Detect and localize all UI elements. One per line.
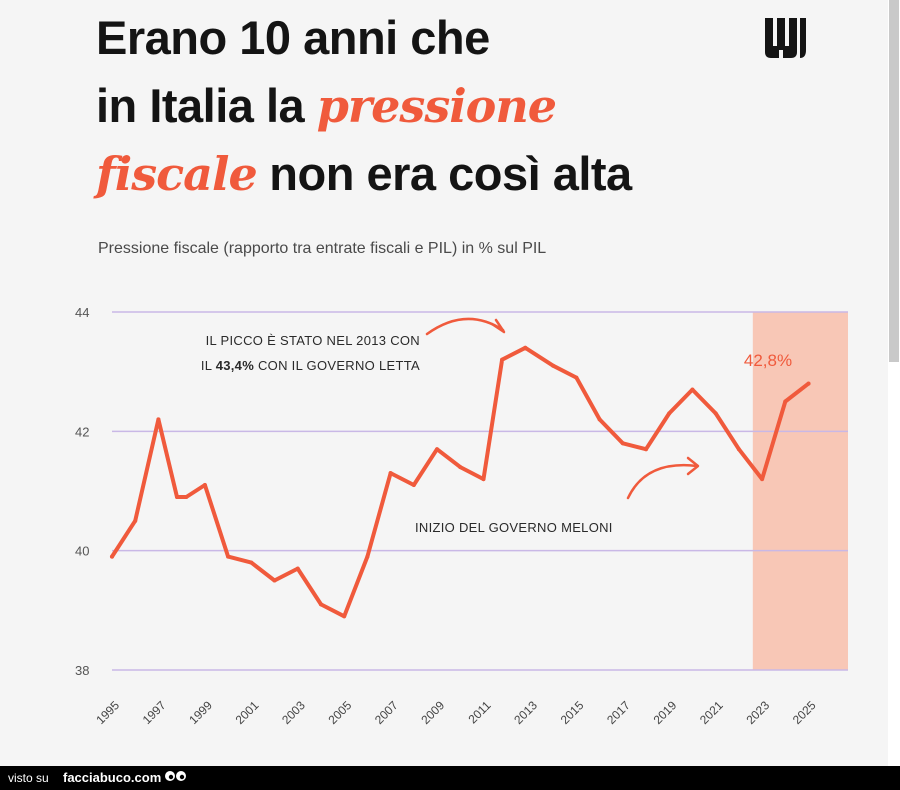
- chart-subtitle: Pressione fiscale (rapporto tra entrate …: [98, 240, 547, 257]
- arrow-to-meloni: [626, 463, 699, 500]
- data-point: [388, 471, 393, 476]
- x-tick-label: 2005: [326, 698, 355, 727]
- x-tick-label: 2015: [558, 698, 587, 727]
- annotation-meloni: INIZIO DEL GOVERNO MELONI: [415, 520, 613, 535]
- arrow-to-peak: [425, 317, 505, 336]
- y-tick-label: 38: [75, 663, 89, 678]
- data-point: [458, 465, 463, 470]
- data-point: [342, 614, 347, 619]
- y-axis-ticks: 38 40 42 44: [75, 305, 89, 678]
- data-point: [500, 357, 505, 362]
- x-tick-label: 2017: [604, 698, 633, 727]
- x-tick-label: 2003: [279, 698, 308, 727]
- series-points: [110, 345, 811, 619]
- data-point: [249, 560, 254, 565]
- series-line: [110, 345, 811, 619]
- data-point: [574, 375, 579, 380]
- data-point: [156, 417, 161, 422]
- x-tick-label: 2007: [372, 698, 401, 727]
- headline-text-1: Erano 10 anni che: [96, 11, 490, 64]
- brand-logo-icon: [765, 18, 806, 58]
- data-point: [783, 399, 788, 404]
- footer-visto-su: visto su: [8, 771, 49, 785]
- x-axis-ticks: 1995 1997 1999 2001 2003 2005 2007 2009 2011 2013…: [93, 698, 819, 727]
- x-tick-label: 2023: [743, 698, 772, 727]
- headline-text-2: in Italia la: [96, 79, 317, 132]
- headline-line-1: Erano 10 anni che: [96, 14, 490, 61]
- y-tick-label: 40: [75, 544, 89, 559]
- headline-line-3: fiscale non era così alta: [96, 150, 632, 197]
- annotation-peak-value: 43,4%: [216, 358, 255, 373]
- data-point: [110, 554, 114, 559]
- data-point: [481, 477, 486, 482]
- x-tick-label: 2013: [511, 698, 540, 727]
- data-point: [226, 554, 231, 559]
- y-tick-label: 44: [75, 305, 89, 320]
- footer-site-link[interactable]: facciabuco.com: [63, 770, 162, 785]
- x-tick-label: 1999: [186, 698, 215, 727]
- data-point: [644, 447, 649, 452]
- line-chart: 38 40 42 44 1995 1997 1999 2001 2003 2005 2007 200…: [75, 305, 848, 727]
- headline-text-3: non era così alta: [256, 147, 632, 200]
- eyes-icon: [165, 771, 186, 781]
- data-point: [551, 363, 556, 368]
- footer-bar: visto su facciabuco.com: [0, 766, 900, 790]
- data-point: [175, 494, 180, 499]
- data-point: [690, 387, 695, 392]
- data-point: [184, 494, 189, 499]
- data-point: [318, 602, 323, 607]
- x-tick-label: 2001: [233, 698, 262, 727]
- headline-line-2: in Italia la pressione: [96, 79, 557, 132]
- scrollbar-track[interactable]: [888, 0, 900, 766]
- x-tick-label: 2021: [697, 698, 726, 727]
- infographic-card: Erano 10 anni che in Italia la pressione…: [75, 14, 848, 728]
- annotation-peak-line-2: IL 43,4% CON IL GOVERNO LETTA: [201, 358, 420, 373]
- scrollbar-thumb[interactable]: [889, 0, 899, 362]
- data-point: [133, 518, 138, 523]
- data-point: [760, 477, 765, 482]
- data-point: [202, 483, 207, 488]
- annotation-peak-suffix: CON IL GOVERNO LETTA: [254, 358, 420, 373]
- data-point: [523, 345, 528, 350]
- data-point: [806, 381, 811, 386]
- headline-accent-pressione: pressione: [316, 79, 557, 133]
- data-point: [713, 411, 718, 416]
- data-point: [736, 447, 741, 452]
- annotation-peak-line-1: IL PICCO È STATO NEL 2013 CON: [206, 333, 420, 348]
- x-tick-label: 1997: [140, 698, 169, 727]
- annotation-peak-prefix: IL: [201, 358, 216, 373]
- meloni-government-band: [752, 312, 848, 670]
- data-point: [272, 578, 277, 583]
- data-point: [597, 417, 602, 422]
- headline-accent-fiscale: fiscale: [96, 147, 258, 201]
- data-point: [435, 447, 440, 452]
- last-value-label: 42,8%: [744, 351, 792, 370]
- data-point: [667, 411, 672, 416]
- data-point: [365, 554, 370, 559]
- arrow-to-meloni-head: [686, 456, 700, 476]
- x-tick-label: 2019: [651, 698, 680, 727]
- x-tick-label: 1995: [93, 698, 122, 727]
- y-tick-label: 42: [75, 424, 89, 439]
- x-tick-label: 2011: [465, 698, 493, 726]
- data-point: [295, 566, 300, 571]
- data-point: [620, 441, 625, 446]
- x-tick-label: 2009: [418, 698, 447, 727]
- data-point: [411, 483, 416, 488]
- arrow-to-peak-head: [490, 318, 506, 334]
- x-tick-label: 2025: [790, 698, 819, 727]
